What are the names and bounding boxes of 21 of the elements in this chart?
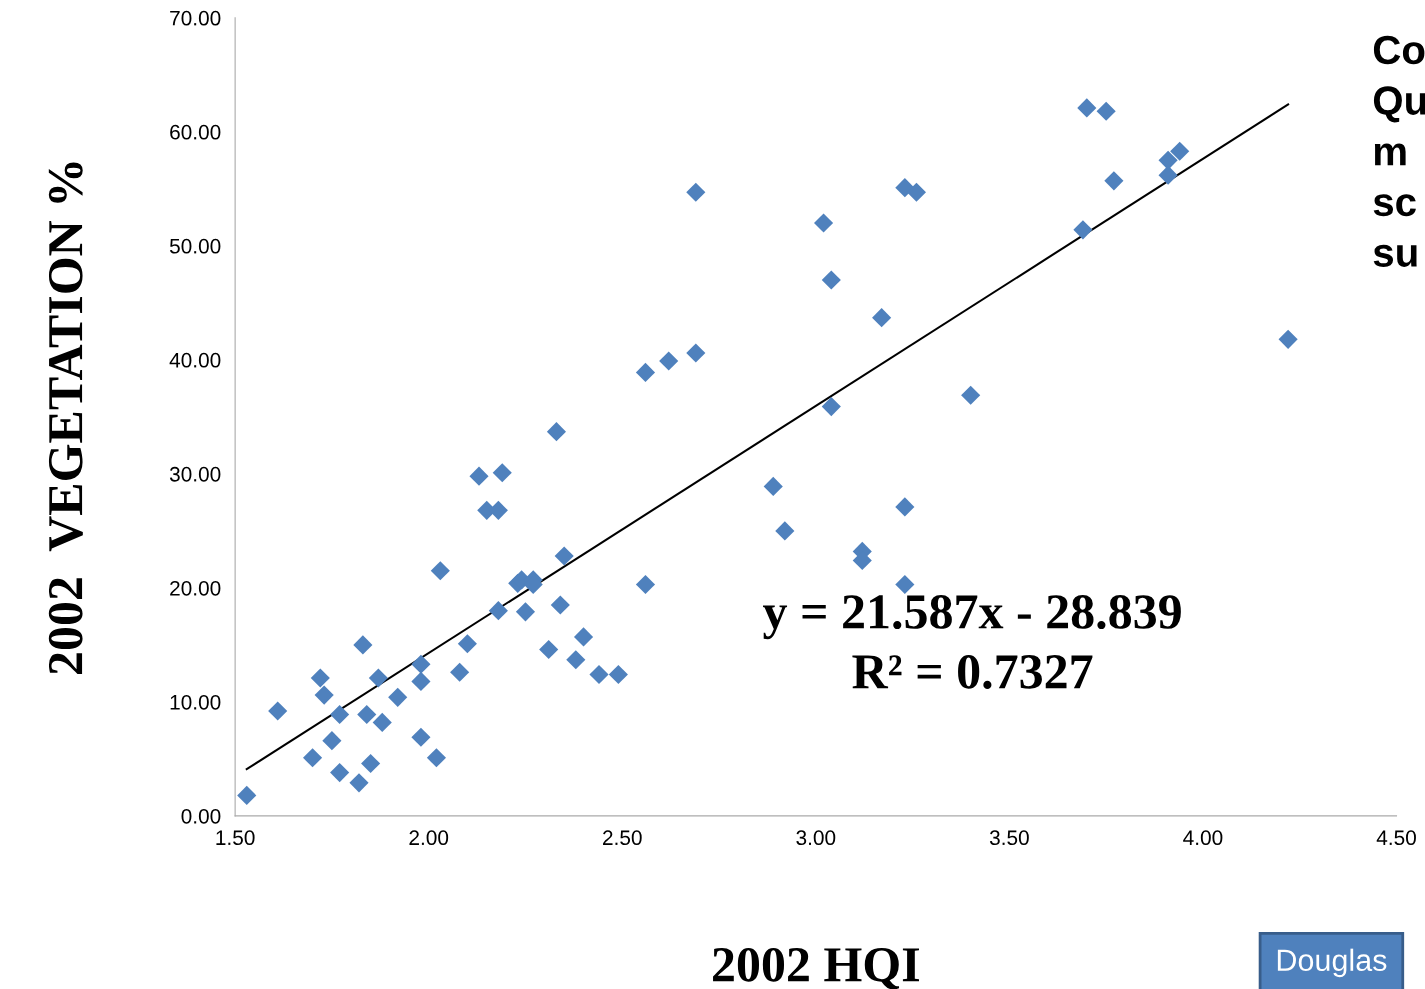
text: Douglas [1277,948,1387,978]
annotation: y = 21.587x - 28.839 [763,595,1181,640]
annotation: Co Qu m sc su [1373,35,1425,267]
x-tick-label: 2.50 [603,830,642,846]
y-tick-label: 40.00 [169,352,221,368]
x-tick-label: 3.50 [989,830,1029,846]
y-tick-label: 20.00 [170,580,221,596]
annotation: R² = 0.7327 [852,654,1093,689]
y-tick-label: 60.00 [170,124,221,140]
y-tick-label: 70.00 [170,10,221,26]
x-axis-title: 2002 HQI [713,947,919,989]
y-axis-title: 2002 VEGETATION % [48,162,83,674]
x-tick-label: 1.50 [216,830,255,846]
x-tick-label: 4.00 [1183,830,1223,846]
y-tick-label: 0.00 [181,808,221,824]
y-tick-label: 30.00 [169,466,221,482]
x-tick-label: 3.00 [796,830,836,846]
x-tick-label: 2.00 [409,830,449,846]
y-tick-label: 10.00 [170,694,221,710]
y-tick-label: 50.00 [169,238,221,254]
x-tick-label: 4.50 [1376,830,1416,846]
